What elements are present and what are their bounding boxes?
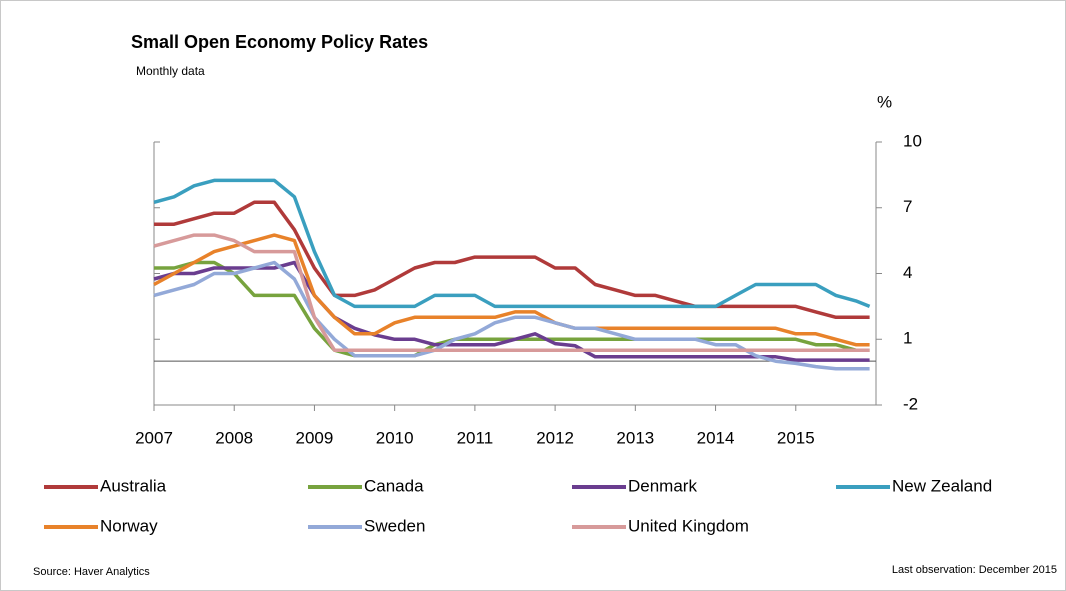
legend-label: Sweden — [364, 516, 425, 535]
x-tick-label: 2010 — [376, 428, 414, 447]
x-tick-label: 2011 — [457, 428, 494, 447]
legend-label: Norway — [100, 516, 158, 535]
x-tick-label: 2013 — [616, 428, 654, 447]
y-axis-label: % — [877, 92, 892, 111]
series-line — [153, 233, 870, 347]
x-tick-label: 2008 — [215, 428, 253, 447]
y-tick-label: 10 — [903, 131, 922, 150]
y-tick-label: 4 — [903, 263, 912, 282]
y-tick-label: 1 — [903, 329, 912, 348]
legend-label: Denmark — [628, 476, 697, 495]
legend-label: New Zealand — [892, 476, 992, 495]
series-line — [153, 233, 870, 352]
last-observation-note: Last observation: December 2015 — [892, 564, 1057, 576]
x-tick-label: 2014 — [697, 428, 735, 447]
x-tick-label: 2007 — [135, 428, 173, 447]
y-tick-label: 7 — [903, 197, 912, 216]
source-note: Source: Haver Analytics — [33, 566, 150, 578]
legend-label: Australia — [100, 476, 167, 495]
x-tick-label: 2012 — [536, 428, 574, 447]
legend-label: Canada — [364, 476, 424, 495]
x-tick-label: 2015 — [777, 428, 815, 447]
chart-subtitle: Monthly data — [136, 64, 205, 78]
chart-title: Small Open Economy Policy Rates — [131, 32, 428, 52]
legend-label: United Kingdom — [628, 516, 749, 535]
series-line — [154, 200, 870, 320]
y-tick-label: -2 — [903, 394, 918, 413]
series-line — [153, 260, 870, 371]
series-line — [153, 178, 871, 309]
x-tick-label: 2009 — [296, 428, 334, 447]
